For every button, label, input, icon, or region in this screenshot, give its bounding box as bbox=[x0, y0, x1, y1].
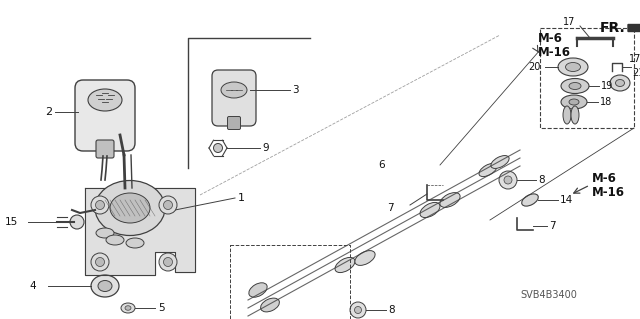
Circle shape bbox=[91, 253, 109, 271]
Ellipse shape bbox=[561, 95, 587, 109]
Circle shape bbox=[95, 201, 104, 210]
Ellipse shape bbox=[335, 257, 355, 272]
Text: 18: 18 bbox=[600, 97, 612, 107]
Ellipse shape bbox=[558, 58, 588, 76]
Circle shape bbox=[95, 257, 104, 266]
Ellipse shape bbox=[221, 82, 247, 98]
Circle shape bbox=[214, 144, 223, 152]
Text: 17: 17 bbox=[563, 17, 575, 27]
Text: SVB4B3400: SVB4B3400 bbox=[520, 290, 577, 300]
Ellipse shape bbox=[98, 280, 112, 292]
Ellipse shape bbox=[569, 99, 579, 105]
Ellipse shape bbox=[355, 251, 375, 265]
Circle shape bbox=[504, 176, 512, 184]
Text: 17: 17 bbox=[629, 54, 640, 64]
Circle shape bbox=[355, 307, 362, 314]
Ellipse shape bbox=[479, 163, 497, 177]
Ellipse shape bbox=[566, 63, 580, 71]
Ellipse shape bbox=[249, 283, 267, 297]
Text: 19: 19 bbox=[601, 81, 613, 91]
Text: 21: 21 bbox=[632, 68, 640, 78]
Circle shape bbox=[159, 253, 177, 271]
Text: 14: 14 bbox=[560, 195, 573, 205]
Circle shape bbox=[159, 196, 177, 214]
Ellipse shape bbox=[121, 303, 135, 313]
Ellipse shape bbox=[440, 193, 460, 207]
Text: 1: 1 bbox=[238, 193, 245, 203]
Ellipse shape bbox=[491, 156, 509, 168]
Text: M-6: M-6 bbox=[538, 32, 563, 44]
Text: 4: 4 bbox=[29, 281, 36, 291]
Ellipse shape bbox=[561, 78, 589, 93]
Ellipse shape bbox=[126, 238, 144, 248]
Text: 15: 15 bbox=[5, 217, 19, 227]
FancyArrow shape bbox=[628, 21, 640, 35]
Text: 6: 6 bbox=[378, 160, 385, 170]
Ellipse shape bbox=[106, 235, 124, 245]
Text: 7: 7 bbox=[387, 203, 394, 213]
Text: 8: 8 bbox=[388, 305, 395, 315]
Ellipse shape bbox=[88, 89, 122, 111]
FancyBboxPatch shape bbox=[227, 116, 241, 130]
Circle shape bbox=[163, 257, 173, 266]
FancyBboxPatch shape bbox=[96, 140, 114, 158]
Text: FR.: FR. bbox=[600, 21, 626, 35]
Ellipse shape bbox=[571, 106, 579, 124]
Text: 7: 7 bbox=[549, 221, 556, 231]
Text: M-6: M-6 bbox=[592, 172, 617, 184]
Text: 8: 8 bbox=[538, 175, 545, 185]
Ellipse shape bbox=[610, 75, 630, 91]
Ellipse shape bbox=[522, 194, 538, 206]
Text: 5: 5 bbox=[158, 303, 164, 313]
Ellipse shape bbox=[125, 306, 131, 310]
Ellipse shape bbox=[95, 181, 165, 235]
Circle shape bbox=[163, 201, 173, 210]
Polygon shape bbox=[85, 188, 195, 275]
Ellipse shape bbox=[91, 275, 119, 297]
Circle shape bbox=[499, 171, 517, 189]
Circle shape bbox=[350, 302, 366, 318]
Text: 3: 3 bbox=[292, 85, 299, 95]
Ellipse shape bbox=[563, 106, 571, 124]
Text: M-16: M-16 bbox=[538, 46, 571, 58]
Circle shape bbox=[70, 215, 84, 229]
Ellipse shape bbox=[569, 83, 581, 90]
Ellipse shape bbox=[96, 228, 114, 238]
Ellipse shape bbox=[110, 193, 150, 223]
Circle shape bbox=[91, 196, 109, 214]
Text: 20: 20 bbox=[529, 62, 541, 72]
FancyBboxPatch shape bbox=[212, 70, 256, 126]
Ellipse shape bbox=[420, 203, 440, 218]
Text: 2: 2 bbox=[45, 107, 52, 117]
Text: M-16: M-16 bbox=[592, 186, 625, 198]
Ellipse shape bbox=[260, 298, 280, 312]
FancyBboxPatch shape bbox=[75, 80, 135, 151]
Text: 9: 9 bbox=[262, 143, 269, 153]
Ellipse shape bbox=[616, 79, 625, 86]
